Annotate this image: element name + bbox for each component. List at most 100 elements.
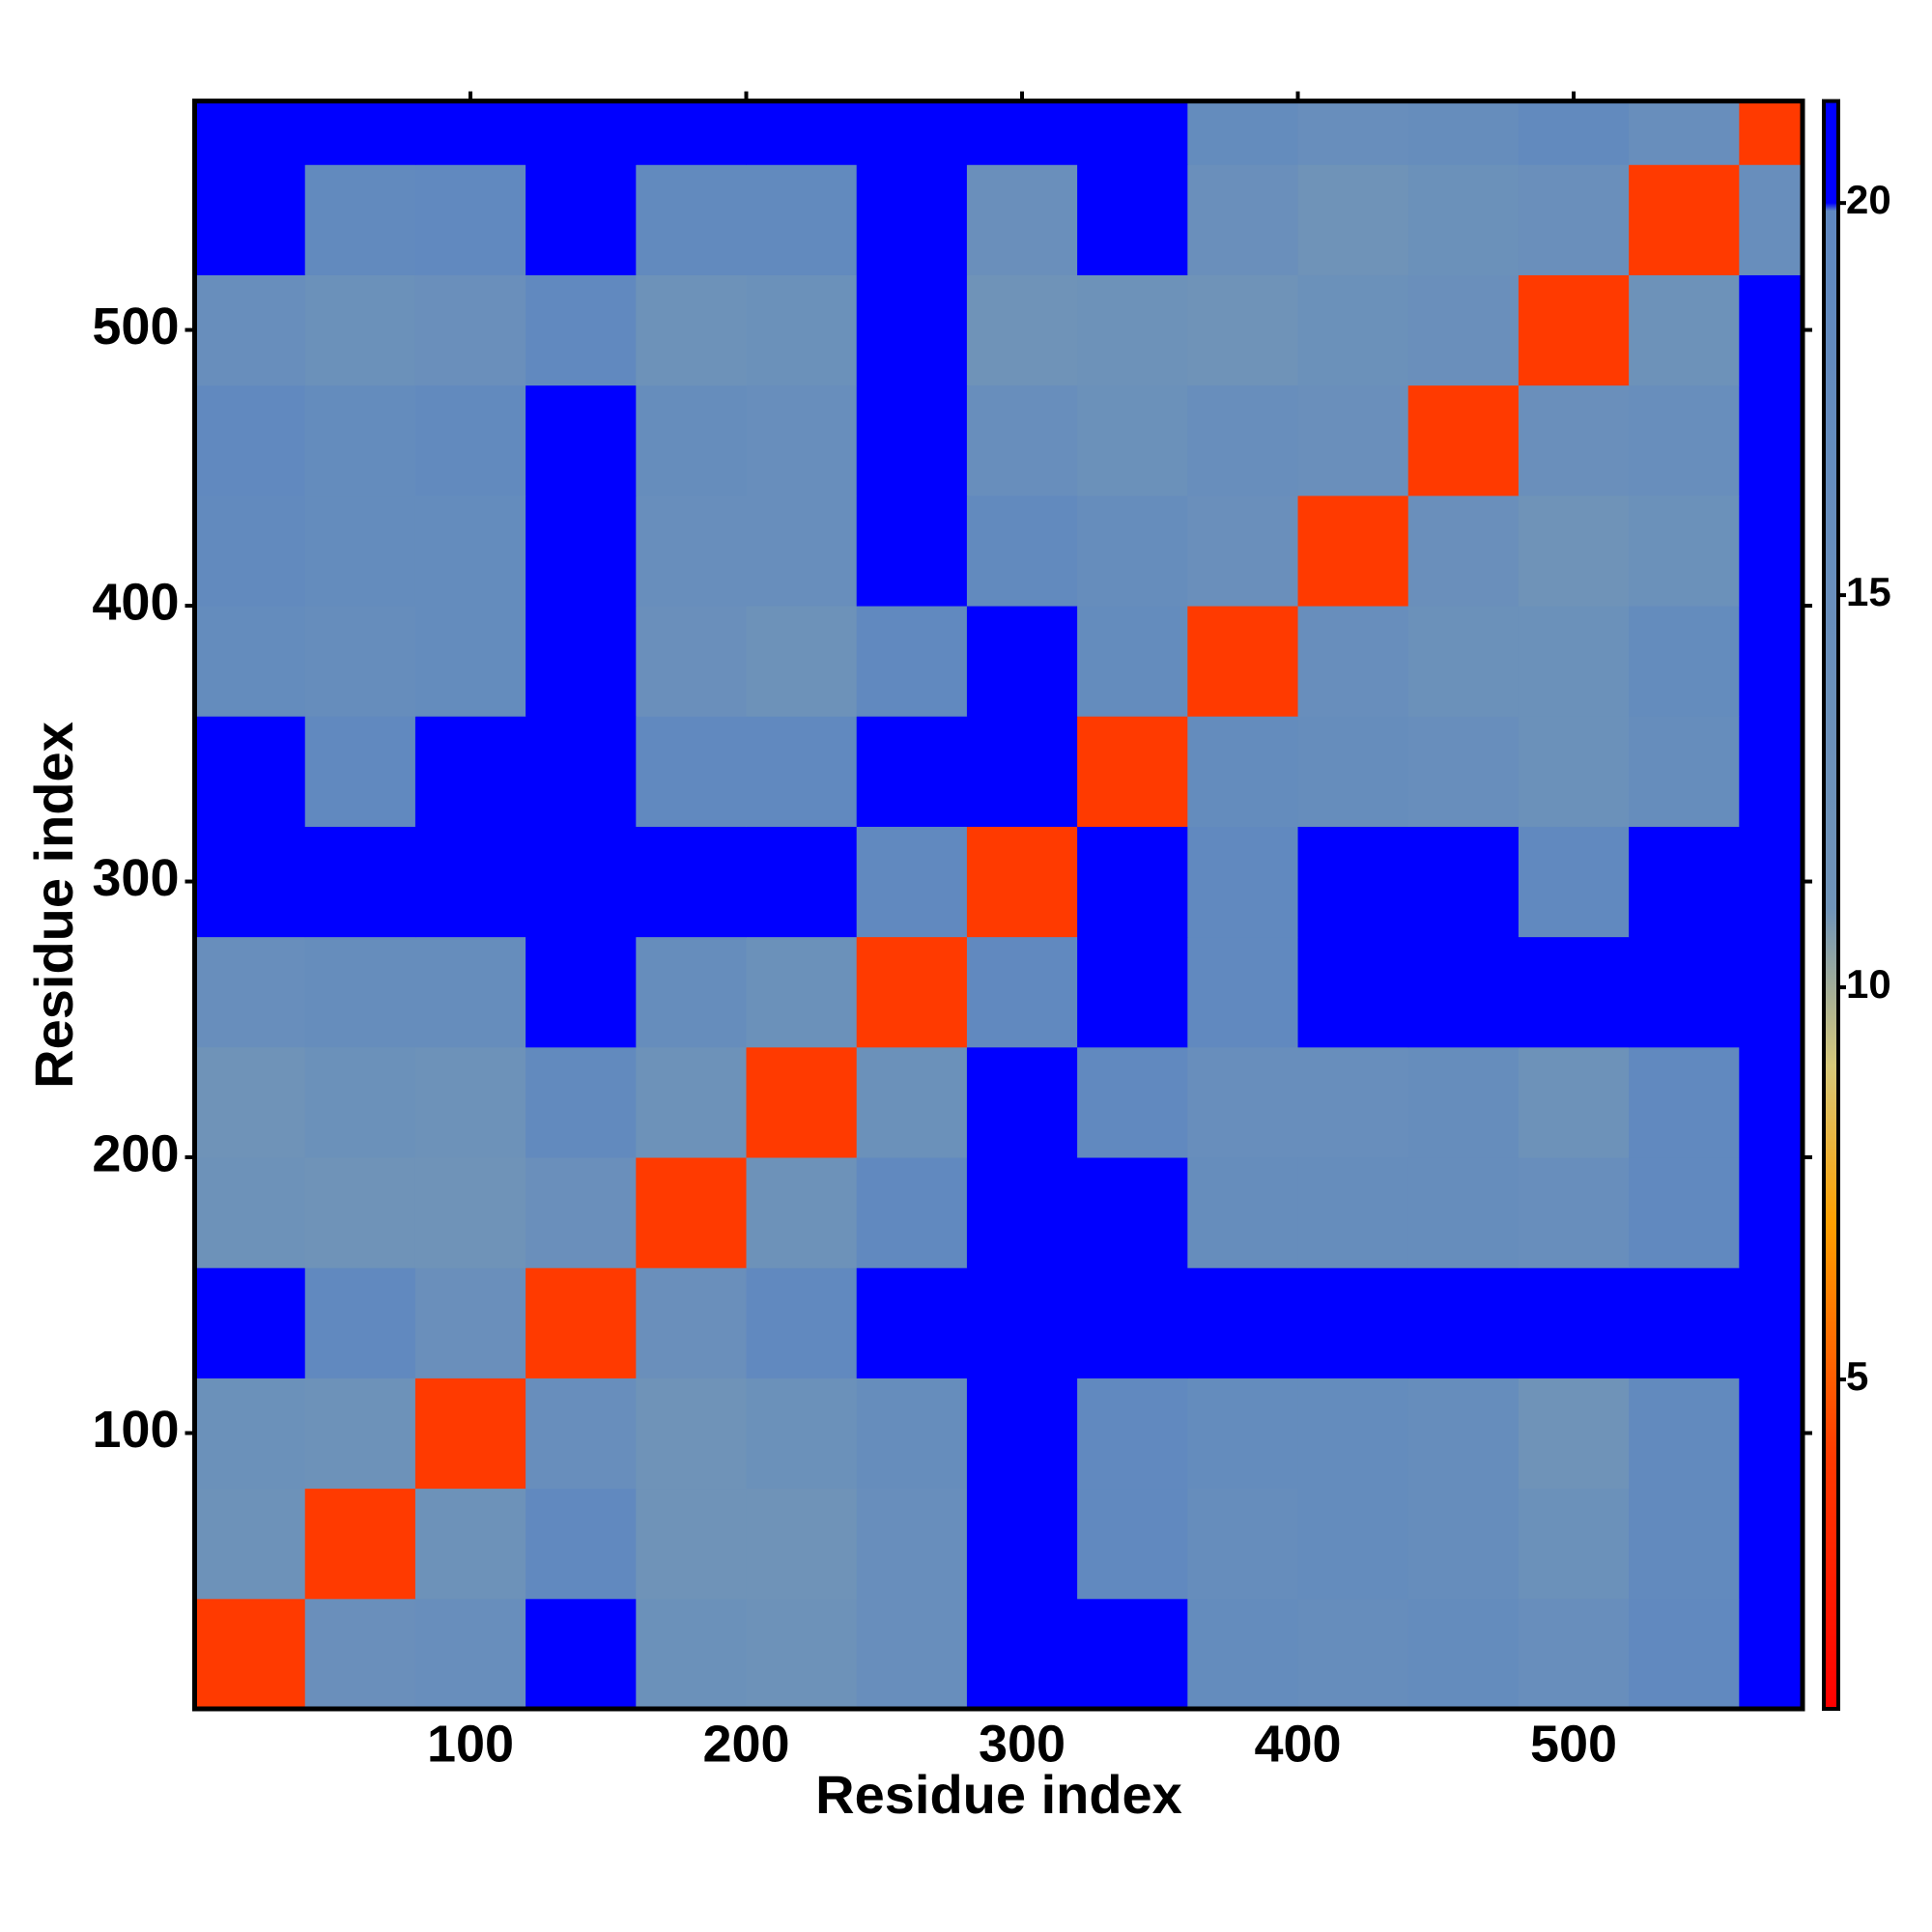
heatmap-cell (1077, 495, 1188, 607)
heatmap-cell (856, 1157, 968, 1268)
heatmap-cell (856, 100, 968, 165)
heatmap-cell (966, 495, 1078, 607)
heatmap-cell (194, 826, 306, 938)
x-tick-label: 400 (1254, 1715, 1341, 1773)
heatmap-cell (414, 826, 526, 938)
heatmap-cell (636, 826, 748, 938)
heatmap-cell (1297, 936, 1409, 1048)
heatmap-cell (1407, 826, 1520, 938)
heatmap-cell (1518, 164, 1630, 275)
heatmap-cell (304, 826, 416, 938)
heatmap-cell (1518, 1378, 1630, 1490)
heatmap-cell (966, 1378, 1078, 1490)
heatmap-cell (1297, 274, 1409, 386)
heatmap-cell (966, 274, 1078, 386)
heatmap-cell (526, 716, 637, 827)
heatmap-cell (1518, 716, 1630, 827)
heatmap-cell (1187, 274, 1299, 386)
heatmap-cell (1187, 716, 1299, 827)
heatmap-cell (1629, 606, 1740, 717)
heatmap-cell (526, 826, 637, 938)
heatmap-cell (304, 1157, 416, 1268)
heatmap-cell (194, 1157, 306, 1268)
heatmap-cell (526, 1267, 637, 1378)
heatmap-cell (304, 1046, 416, 1158)
heatmap-cell (966, 606, 1078, 717)
heatmap-cell (856, 164, 968, 275)
heatmap-cell (966, 826, 1078, 938)
heatmap-cell (414, 274, 526, 386)
heatmap-cell (194, 1598, 306, 1710)
colorbar-tick-label: 10 (1846, 961, 1891, 1007)
heatmap-cell (856, 716, 968, 827)
heatmap-cell (1739, 1267, 1804, 1378)
heatmap-cell (636, 606, 748, 717)
heatmap-cell (1077, 164, 1188, 275)
heatmap-cell (1077, 716, 1188, 827)
heatmap-cell (1629, 384, 1740, 497)
x-tick-label: 300 (979, 1715, 1065, 1773)
heatmap-cell (1407, 606, 1520, 717)
heatmap-cell (304, 1267, 416, 1378)
heatmap-cell (1077, 1598, 1188, 1710)
heatmap-cell (414, 1046, 526, 1158)
heatmap-cell (1297, 384, 1409, 497)
heatmap-cell (1297, 716, 1409, 827)
heatmap-cell (304, 936, 416, 1048)
heatmap-cell (746, 274, 858, 386)
heatmap-cell (1518, 1157, 1630, 1268)
heatmap-cell (636, 716, 748, 827)
heatmap-cell (1629, 716, 1740, 827)
heatmap-cell (1518, 826, 1630, 938)
heatmap-cell (414, 384, 526, 497)
heatmap-cell (1629, 1378, 1740, 1490)
heatmap-cell (1629, 1267, 1740, 1378)
heatmap-cell (1629, 495, 1740, 607)
heatmap-cell (1739, 1157, 1804, 1268)
heatmap-cell (636, 1267, 748, 1378)
heatmap-cell (746, 1488, 858, 1600)
heatmap-cell (1187, 606, 1299, 717)
heatmap-cell (194, 274, 306, 386)
heatmap-cell (966, 716, 1078, 827)
heatmap-cell (1077, 606, 1188, 717)
heatmap-cell (966, 936, 1078, 1048)
heatmap-cell (414, 1488, 526, 1600)
heatmap-cell (1518, 1046, 1630, 1158)
colorbar (1822, 99, 1840, 1712)
heatmap-cell (1297, 1598, 1409, 1710)
heatmap-cell (1518, 1488, 1630, 1600)
heatmap-cell (1407, 716, 1520, 827)
heatmap-cell (966, 384, 1078, 497)
heatmap-cell (194, 384, 306, 497)
heatmap-cell (1297, 1378, 1409, 1490)
heatmap-cell (1077, 1378, 1188, 1490)
heatmap-cell (1297, 100, 1409, 165)
heatmap-cell (1407, 100, 1520, 165)
heatmap-cell (636, 1378, 748, 1490)
heatmap-cell (856, 1046, 968, 1158)
heatmap-cell (414, 495, 526, 607)
heatmap-cell (1518, 274, 1630, 386)
heatmap-cell (194, 1046, 306, 1158)
heatmap-cell (856, 1378, 968, 1490)
heatmap-cell (1187, 826, 1299, 938)
heatmap-cell (1297, 1267, 1409, 1378)
heatmap-cell (194, 1488, 306, 1600)
heatmap-cell (1629, 274, 1740, 386)
heatmap-cell (1407, 495, 1520, 607)
heatmap-cell (1739, 1378, 1804, 1490)
heatmap-cell (746, 1598, 858, 1710)
y-tick-label: 200 (92, 1124, 179, 1182)
heatmap-cell (636, 1598, 748, 1710)
heatmap-cell (1407, 936, 1520, 1048)
heatmap-cell (746, 1157, 858, 1268)
heatmap-cell (636, 1488, 748, 1600)
heatmap-cell (636, 936, 748, 1048)
heatmap-cell (1518, 384, 1630, 497)
heatmap-cell (746, 826, 858, 938)
heatmap-cell (1739, 606, 1804, 717)
heatmap-cell (1407, 164, 1520, 275)
heatmap-cell (194, 1378, 306, 1490)
